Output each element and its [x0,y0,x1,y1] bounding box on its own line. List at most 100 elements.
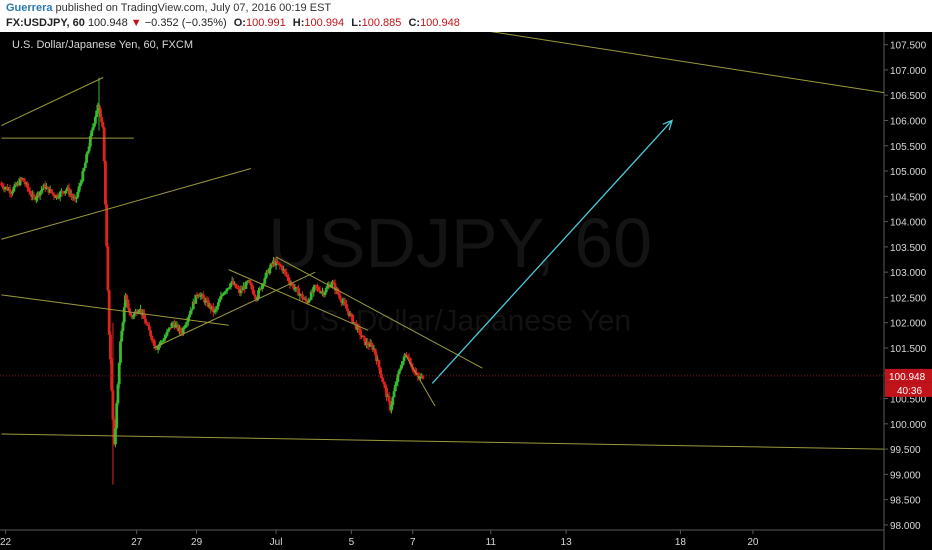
candle-body [70,193,73,196]
projection-arrow-group[interactable] [431,119,674,384]
candle-body [146,324,150,326]
candle-body [26,183,30,189]
candle-body [382,382,386,385]
time-tick-label: 20 [747,537,759,548]
candle-body [102,127,106,161]
price-tick-label: 100.500 [890,395,927,406]
candle-body [77,186,81,192]
candle-body [343,301,347,305]
candle-body [392,391,396,398]
price-tick-label: 107.000 [890,66,927,77]
time-tick-label: 13 [561,537,573,548]
candle-body [34,197,38,200]
author-link[interactable]: Guerrera [6,2,53,14]
time-tick-label: 5 [349,537,355,548]
candle-body [122,307,126,323]
candle-body [401,360,405,366]
candle-body [82,167,86,172]
close-label: C: [408,17,421,29]
candle-body [183,327,186,329]
candle-body [76,191,80,198]
candle-body [344,304,348,309]
candle-body [270,263,274,265]
candle-body [375,354,378,362]
last-price: 100.948 [87,17,128,29]
trendline [228,269,369,331]
candle-body [314,285,318,287]
candle-body [226,287,230,289]
price-axis[interactable]: 107.500 107.000 106.500 106.000 105.500 105.0… [883,32,927,550]
price-tick-label: 102.000 [890,319,927,330]
candle-body [125,295,129,300]
candle-body [203,297,206,303]
candle-body [296,287,299,289]
candle-body [221,294,225,296]
trendline [1,77,104,126]
candle-body [262,283,265,285]
candle-body [362,336,366,338]
candle-body [180,332,184,334]
candle-body [127,308,131,313]
candle-body [58,191,62,198]
candle-body [71,195,75,199]
price-change: −0.352 (−0.35%) [144,17,227,29]
candle-body [293,288,297,290]
time-axis[interactable]: 22 27 29 Jul 5 7 11 13 18 20 [0,529,884,548]
candle-body [61,191,65,193]
candle-body [316,286,319,288]
trendlines-group[interactable] [1,32,885,450]
candle-body [257,290,260,299]
price-tick-label: 107.500 [890,41,927,52]
price-tick-label: 106.000 [890,116,927,127]
candle-body [287,277,291,281]
candle-body [308,299,312,301]
candle-body [174,324,178,328]
candle-body [87,146,91,152]
candle-body [170,323,174,329]
candle-body [250,285,254,290]
candle-body [115,403,119,429]
candle-body [161,341,165,343]
candle-body [185,322,189,325]
candle-body [284,271,288,276]
high-label: H: [292,17,305,29]
candle-body [142,313,146,319]
candle-body [168,327,171,330]
candle-body [383,384,387,389]
price-tick-label: 98.500 [890,496,921,507]
watermark-name: U.S. Dollar/Japanese Yen [289,304,631,337]
candle-body [283,269,287,272]
chart-header: Guerrera published on TradingView.com, J… [0,0,932,32]
candle-body [104,160,107,205]
candle-body [415,372,419,374]
countdown-tag [885,382,932,397]
candle-body [252,289,255,295]
candle-body [144,318,147,324]
candle-body [264,272,268,279]
candle-body [120,330,124,342]
trendline [1,433,885,450]
candle-body [184,324,188,328]
time-tick-label: 18 [675,537,687,548]
candle-body [52,193,56,197]
candle-body [223,292,227,295]
candle-body [85,154,88,163]
trendline [490,32,885,94]
candle-body [110,359,114,391]
candle-body [137,310,141,313]
candle-body [269,263,273,268]
candle-body [176,324,180,331]
candle-body [229,282,233,287]
candle-body [301,294,304,299]
projection-arrow-line [431,120,673,384]
price-chart[interactable]: USDJPY, 60 U.S. Dollar/Japanese Yen 107.5… [0,32,932,550]
candle-body [338,295,342,300]
time-tick-label: 7 [410,537,416,548]
candle-body [224,291,228,293]
published-text: published on TradingView.com, July 07, 2… [52,2,332,14]
candle-body [189,310,193,315]
candle-body [387,396,391,402]
candle-body [326,286,329,289]
time-tick-label: 29 [191,537,203,548]
candle-body [121,322,125,331]
